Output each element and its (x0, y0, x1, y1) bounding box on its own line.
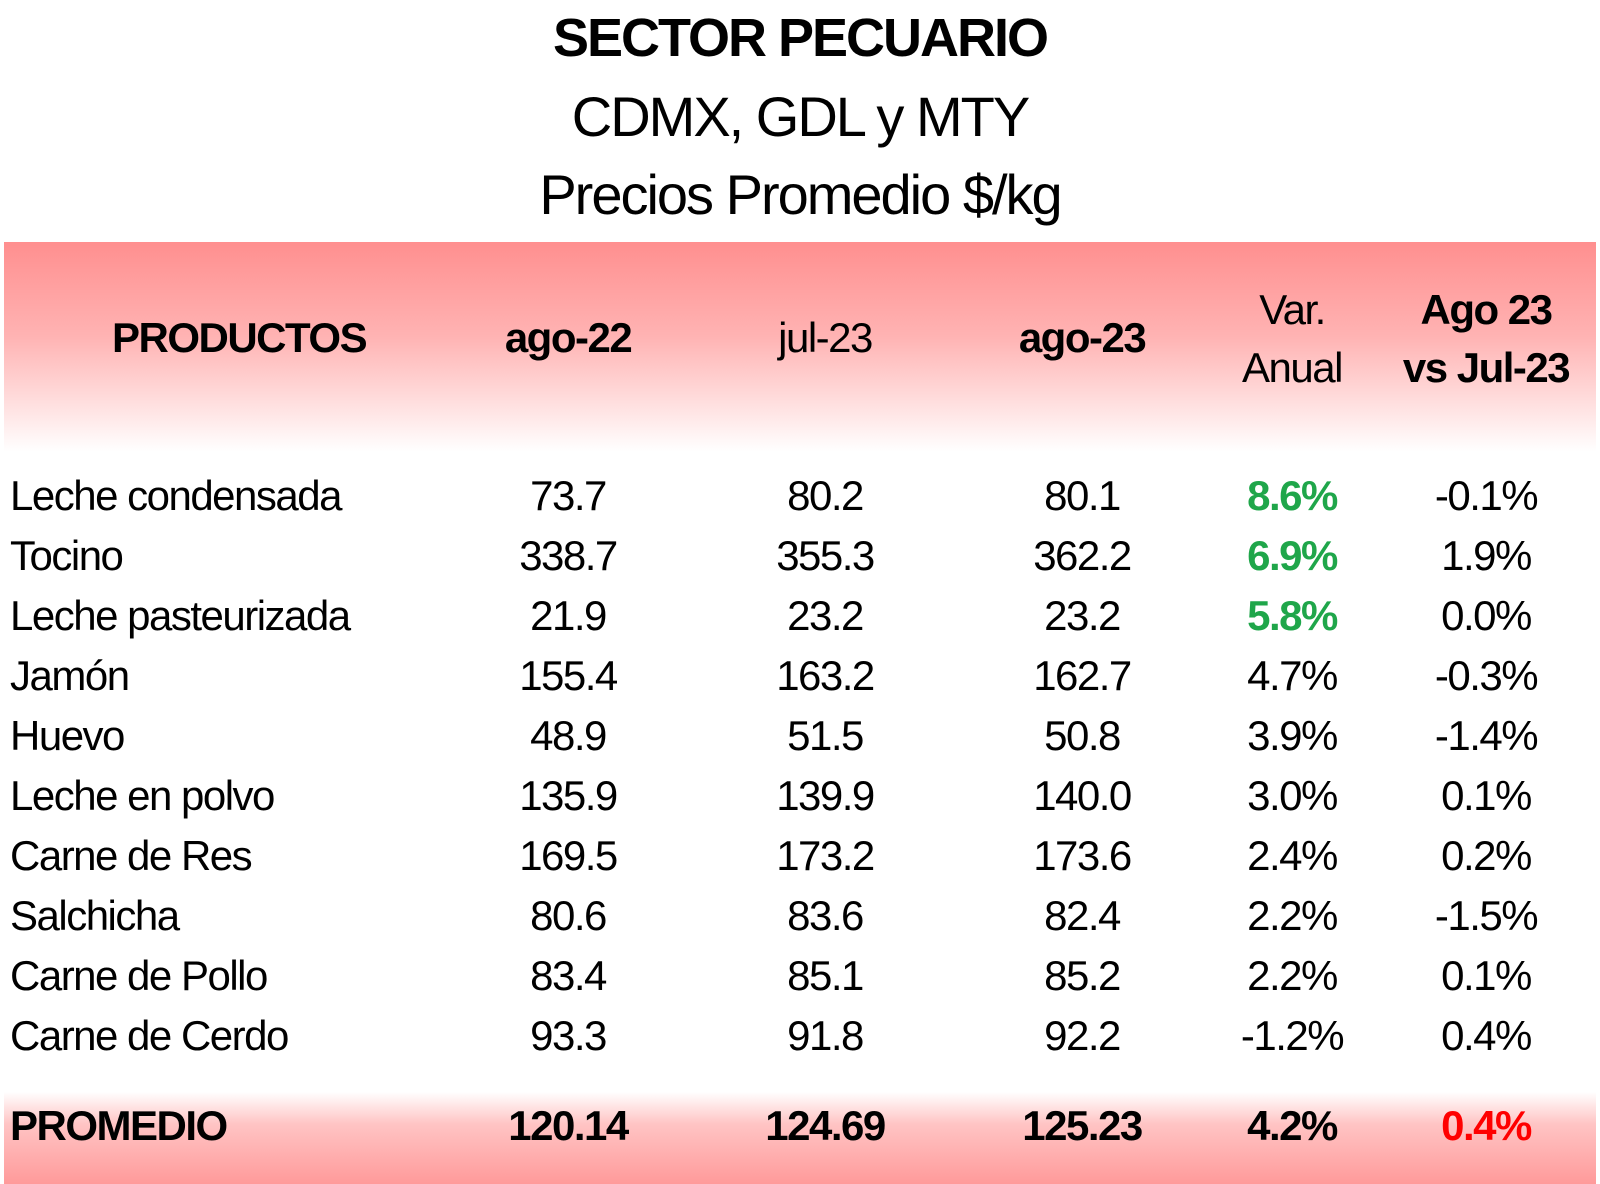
header-var-line1: Var. (1259, 286, 1326, 333)
value-ago-22: 73.7 (530, 472, 607, 519)
value-ago-23: 162.7 (1033, 652, 1132, 699)
table-row: Carne de Pollo 83.4 85.1 85.2 2.2% 0.1% (0, 946, 1600, 1006)
header-cmp-line2: vs Jul-23 (1402, 344, 1571, 391)
page-subtitle-cities: CDMX, GDL y MTY (571, 85, 1030, 148)
value-jul-23: 85.1 (787, 952, 864, 999)
product-name: Salchicha (10, 892, 180, 939)
table-row: Leche en polvo 135.9 139.9 140.0 3.0% 0.1% (0, 766, 1600, 826)
value-var-anual: 2.4% (1247, 832, 1338, 879)
value-ago-22: 169.5 (519, 832, 618, 879)
value-ago-23: 50.8 (1044, 712, 1121, 759)
value-var-anual: 5.8% (1247, 592, 1338, 639)
value-ago-vs-jul: 0.2% (1441, 832, 1532, 879)
table-row: Tocino 338.7 355.3 362.2 6.9% 1.9% (0, 526, 1600, 586)
value-ago-23: 23.2 (1044, 592, 1121, 639)
page-subtitle-prices: Precios Promedio $/kg (539, 163, 1062, 226)
value-jul-23: 173.2 (776, 832, 875, 879)
value-ago-23: 80.1 (1044, 472, 1121, 519)
value-jul-23: 23.2 (787, 592, 864, 639)
value-ago-23: 362.2 (1033, 532, 1132, 579)
value-ago-23: 82.4 (1044, 892, 1121, 939)
table-row: Carne de Res 169.5 173.2 173.6 2.4% 0.2% (0, 826, 1600, 886)
value-ago-vs-jul: 0.4% (1441, 1012, 1532, 1059)
value-jul-23: 80.2 (787, 472, 864, 519)
value-ago-vs-jul: 0.1% (1441, 772, 1532, 819)
table-row: Jamón 155.4 163.2 162.7 4.7% -0.3% (0, 646, 1600, 706)
value-ago-22: 21.9 (530, 592, 607, 639)
page-title: SECTOR PECUARIO (552, 8, 1049, 68)
table-header-band (4, 242, 1596, 452)
value-ago-22: 80.6 (530, 892, 607, 939)
table-row: Leche pasteurizada 21.9 23.2 23.2 5.8% 0.0% (0, 586, 1600, 646)
value-var-anual: 8.6% (1247, 472, 1338, 519)
product-name: Jamón (10, 652, 130, 699)
table-row: Leche condensada 73.7 80.2 80.1 8.6% -0.1% (0, 466, 1600, 526)
value-var-anual: 2.2% (1247, 892, 1338, 939)
value-ago-23: 92.2 (1044, 1012, 1121, 1059)
value-ago-vs-jul: 1.9% (1441, 532, 1532, 579)
value-jul-23: 163.2 (776, 652, 875, 699)
value-ago-vs-jul: -1.5% (1434, 892, 1539, 939)
product-name: Leche en polvo (10, 772, 275, 819)
promedio-ago-vs-jul: 0.4% (1441, 1102, 1532, 1149)
table-footer-band (4, 1092, 1596, 1184)
promedio-jul-23: 124.69 (765, 1102, 886, 1149)
value-var-anual: 6.9% (1247, 532, 1338, 579)
header-ago-22: ago-22 (504, 314, 633, 361)
promedio-ago-22: 120.14 (508, 1102, 629, 1149)
product-name: Carne de Pollo (10, 952, 268, 999)
product-name: Leche pasteurizada (10, 592, 351, 639)
product-name: Tocino (10, 532, 124, 579)
value-var-anual: 4.7% (1247, 652, 1338, 699)
value-ago-vs-jul: -0.3% (1434, 652, 1539, 699)
header-cmp-line1: Ago 23 (1420, 286, 1553, 333)
promedio-var-anual: 4.2% (1247, 1102, 1338, 1149)
value-ago-22: 93.3 (530, 1012, 607, 1059)
header-jul-23: jul-23 (778, 314, 873, 361)
value-jul-23: 355.3 (776, 532, 875, 579)
table-row: Huevo 48.9 51.5 50.8 3.9% -1.4% (0, 706, 1600, 766)
promedio-row: PROMEDIO 120.14 124.69 125.23 4.2% 0.4% (0, 1096, 1600, 1156)
value-ago-23: 85.2 (1044, 952, 1121, 999)
value-ago-22: 135.9 (519, 772, 618, 819)
value-var-anual: 2.2% (1247, 952, 1338, 999)
value-ago-22: 48.9 (530, 712, 607, 759)
value-jul-23: 51.5 (787, 712, 864, 759)
value-ago-vs-jul: -1.4% (1434, 712, 1539, 759)
value-ago-22: 155.4 (519, 652, 618, 699)
value-ago-22: 338.7 (519, 532, 618, 579)
promedio-ago-23: 125.23 (1022, 1102, 1143, 1149)
value-ago-vs-jul: -0.1% (1434, 472, 1539, 519)
value-ago-22: 83.4 (530, 952, 607, 999)
value-var-anual: 3.9% (1247, 712, 1338, 759)
value-ago-vs-jul: 0.1% (1441, 952, 1532, 999)
value-ago-23: 173.6 (1033, 832, 1132, 879)
table-row: Carne de Cerdo 93.3 91.8 92.2 -1.2% 0.4% (0, 1006, 1600, 1066)
value-jul-23: 139.9 (776, 772, 875, 819)
product-name: Huevo (10, 712, 125, 759)
product-name: Leche condensada (10, 472, 342, 519)
table-row: Salchicha 80.6 83.6 82.4 2.2% -1.5% (0, 886, 1600, 946)
value-ago-23: 140.0 (1033, 772, 1132, 819)
header-var-line2: Anual (1242, 344, 1343, 391)
product-name: Carne de Res (10, 832, 253, 879)
header-productos: PRODUCTOS (112, 314, 368, 361)
header-ago-23: ago-23 (1018, 314, 1147, 361)
value-jul-23: 91.8 (787, 1012, 864, 1059)
value-ago-vs-jul: 0.0% (1441, 592, 1532, 639)
promedio-label: PROMEDIO (10, 1102, 228, 1149)
value-jul-23: 83.6 (787, 892, 864, 939)
product-name: Carne de Cerdo (10, 1012, 289, 1059)
value-var-anual: 3.0% (1247, 772, 1338, 819)
value-var-anual: -1.2% (1240, 1012, 1345, 1059)
